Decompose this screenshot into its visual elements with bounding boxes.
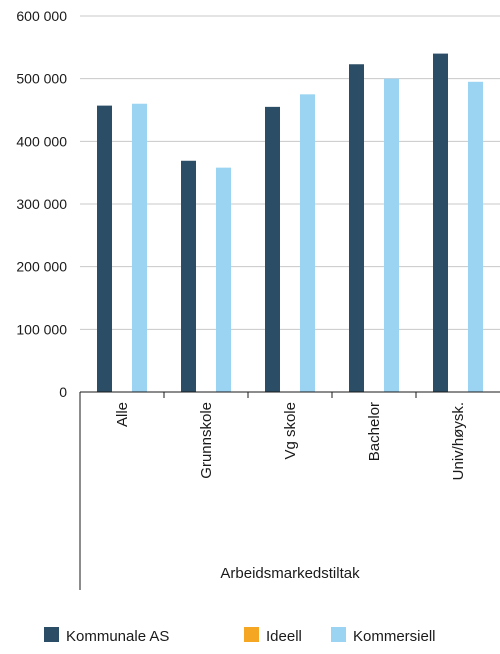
- bar-kommunale-as: [265, 106, 280, 392]
- legend-swatch: [244, 627, 259, 642]
- x-axis: Alle Grunnskole Vg skole Bachelor Univ/høysk…: [79, 391, 500, 590]
- y-tick-label: 200 000: [16, 259, 67, 275]
- bar-kommunale-as: [433, 53, 448, 392]
- x-category-label: Vg skole: [282, 402, 299, 460]
- x-category-label: Bachelor: [366, 402, 383, 461]
- bar-kommunale-as: [349, 64, 364, 393]
- bar-kommunale-as: [181, 160, 196, 392]
- legend-label: Kommunale AS: [66, 628, 169, 645]
- y-tick-label: 300 000: [16, 196, 67, 212]
- legend: Kommunale AS Ideell Kommersiell: [44, 627, 436, 645]
- x-category-label: Alle: [114, 402, 131, 427]
- bar-kommunale-as: [97, 105, 112, 392]
- bar-kommersiell: [468, 81, 483, 393]
- legend-swatch: [331, 627, 346, 642]
- legend-label: Kommersiell: [353, 628, 436, 645]
- legend-swatch: [44, 627, 59, 642]
- bar-kommersiell: [300, 94, 315, 392]
- y-axis-ticks: 0 100 000 200 000 300 000 400 000 500 000 600 …: [16, 8, 67, 400]
- bar-kommersiell: [384, 78, 399, 393]
- y-tick-label: 100 000: [16, 321, 67, 337]
- y-tick-label: 0: [59, 384, 67, 400]
- bar-kommersiell: [132, 103, 147, 392]
- y-tick-label: 500 000: [16, 71, 67, 87]
- x-category-label: Univ/høysk.: [450, 402, 467, 480]
- bars: [97, 53, 483, 393]
- y-tick-label: 600 000: [16, 8, 67, 24]
- legend-label: Ideell: [266, 628, 302, 645]
- grid-lines: [80, 15, 500, 393]
- y-tick-label: 400 000: [16, 133, 67, 149]
- bar-kommersiell: [216, 167, 231, 392]
- x-group-label: Arbeidsmarkedstiltak: [220, 565, 360, 582]
- x-category-label: Grunnskole: [198, 402, 215, 479]
